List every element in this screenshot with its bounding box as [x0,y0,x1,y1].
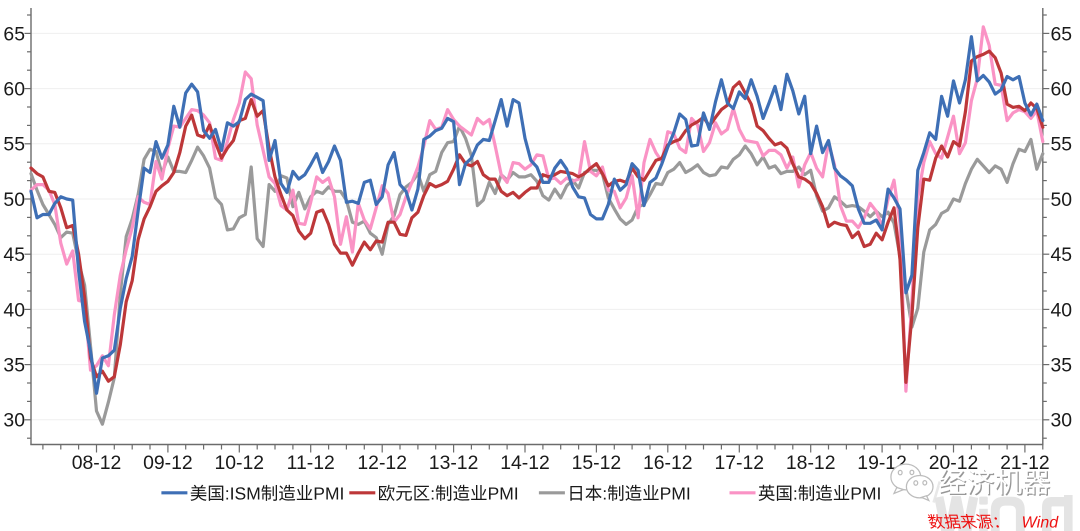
svg-text:60: 60 [3,79,25,101]
svg-text:16-12: 16-12 [643,452,693,474]
svg-text:60: 60 [1051,79,1073,101]
svg-text:45: 45 [3,244,25,266]
svg-text:65: 65 [1051,23,1073,45]
svg-text:20-12: 20-12 [929,452,979,474]
svg-text:45: 45 [1051,244,1073,266]
svg-text:30: 30 [3,410,25,432]
svg-text:10-12: 10-12 [214,452,264,474]
svg-text:30: 30 [1051,410,1073,432]
svg-text:65: 65 [3,23,25,45]
svg-text:09-12: 09-12 [143,452,193,474]
svg-text:11-12: 11-12 [287,452,335,474]
svg-text:40: 40 [3,299,25,321]
svg-text:18-12: 18-12 [786,452,836,474]
svg-text:12-12: 12-12 [357,452,407,474]
svg-text:21-12: 21-12 [1000,452,1050,474]
svg-text:50: 50 [1051,189,1073,211]
svg-text:08-12: 08-12 [72,452,122,474]
svg-text:35: 35 [3,355,25,377]
svg-text:50: 50 [3,189,25,211]
svg-text:15-12: 15-12 [572,452,622,474]
svg-text:40: 40 [1051,299,1073,321]
svg-text:35: 35 [1051,355,1073,377]
svg-text:13-12: 13-12 [429,452,479,474]
svg-text:55: 55 [3,134,25,156]
svg-text:55: 55 [1051,134,1073,156]
svg-text:17-12: 17-12 [714,452,764,474]
svg-text:14-12: 14-12 [500,452,550,474]
